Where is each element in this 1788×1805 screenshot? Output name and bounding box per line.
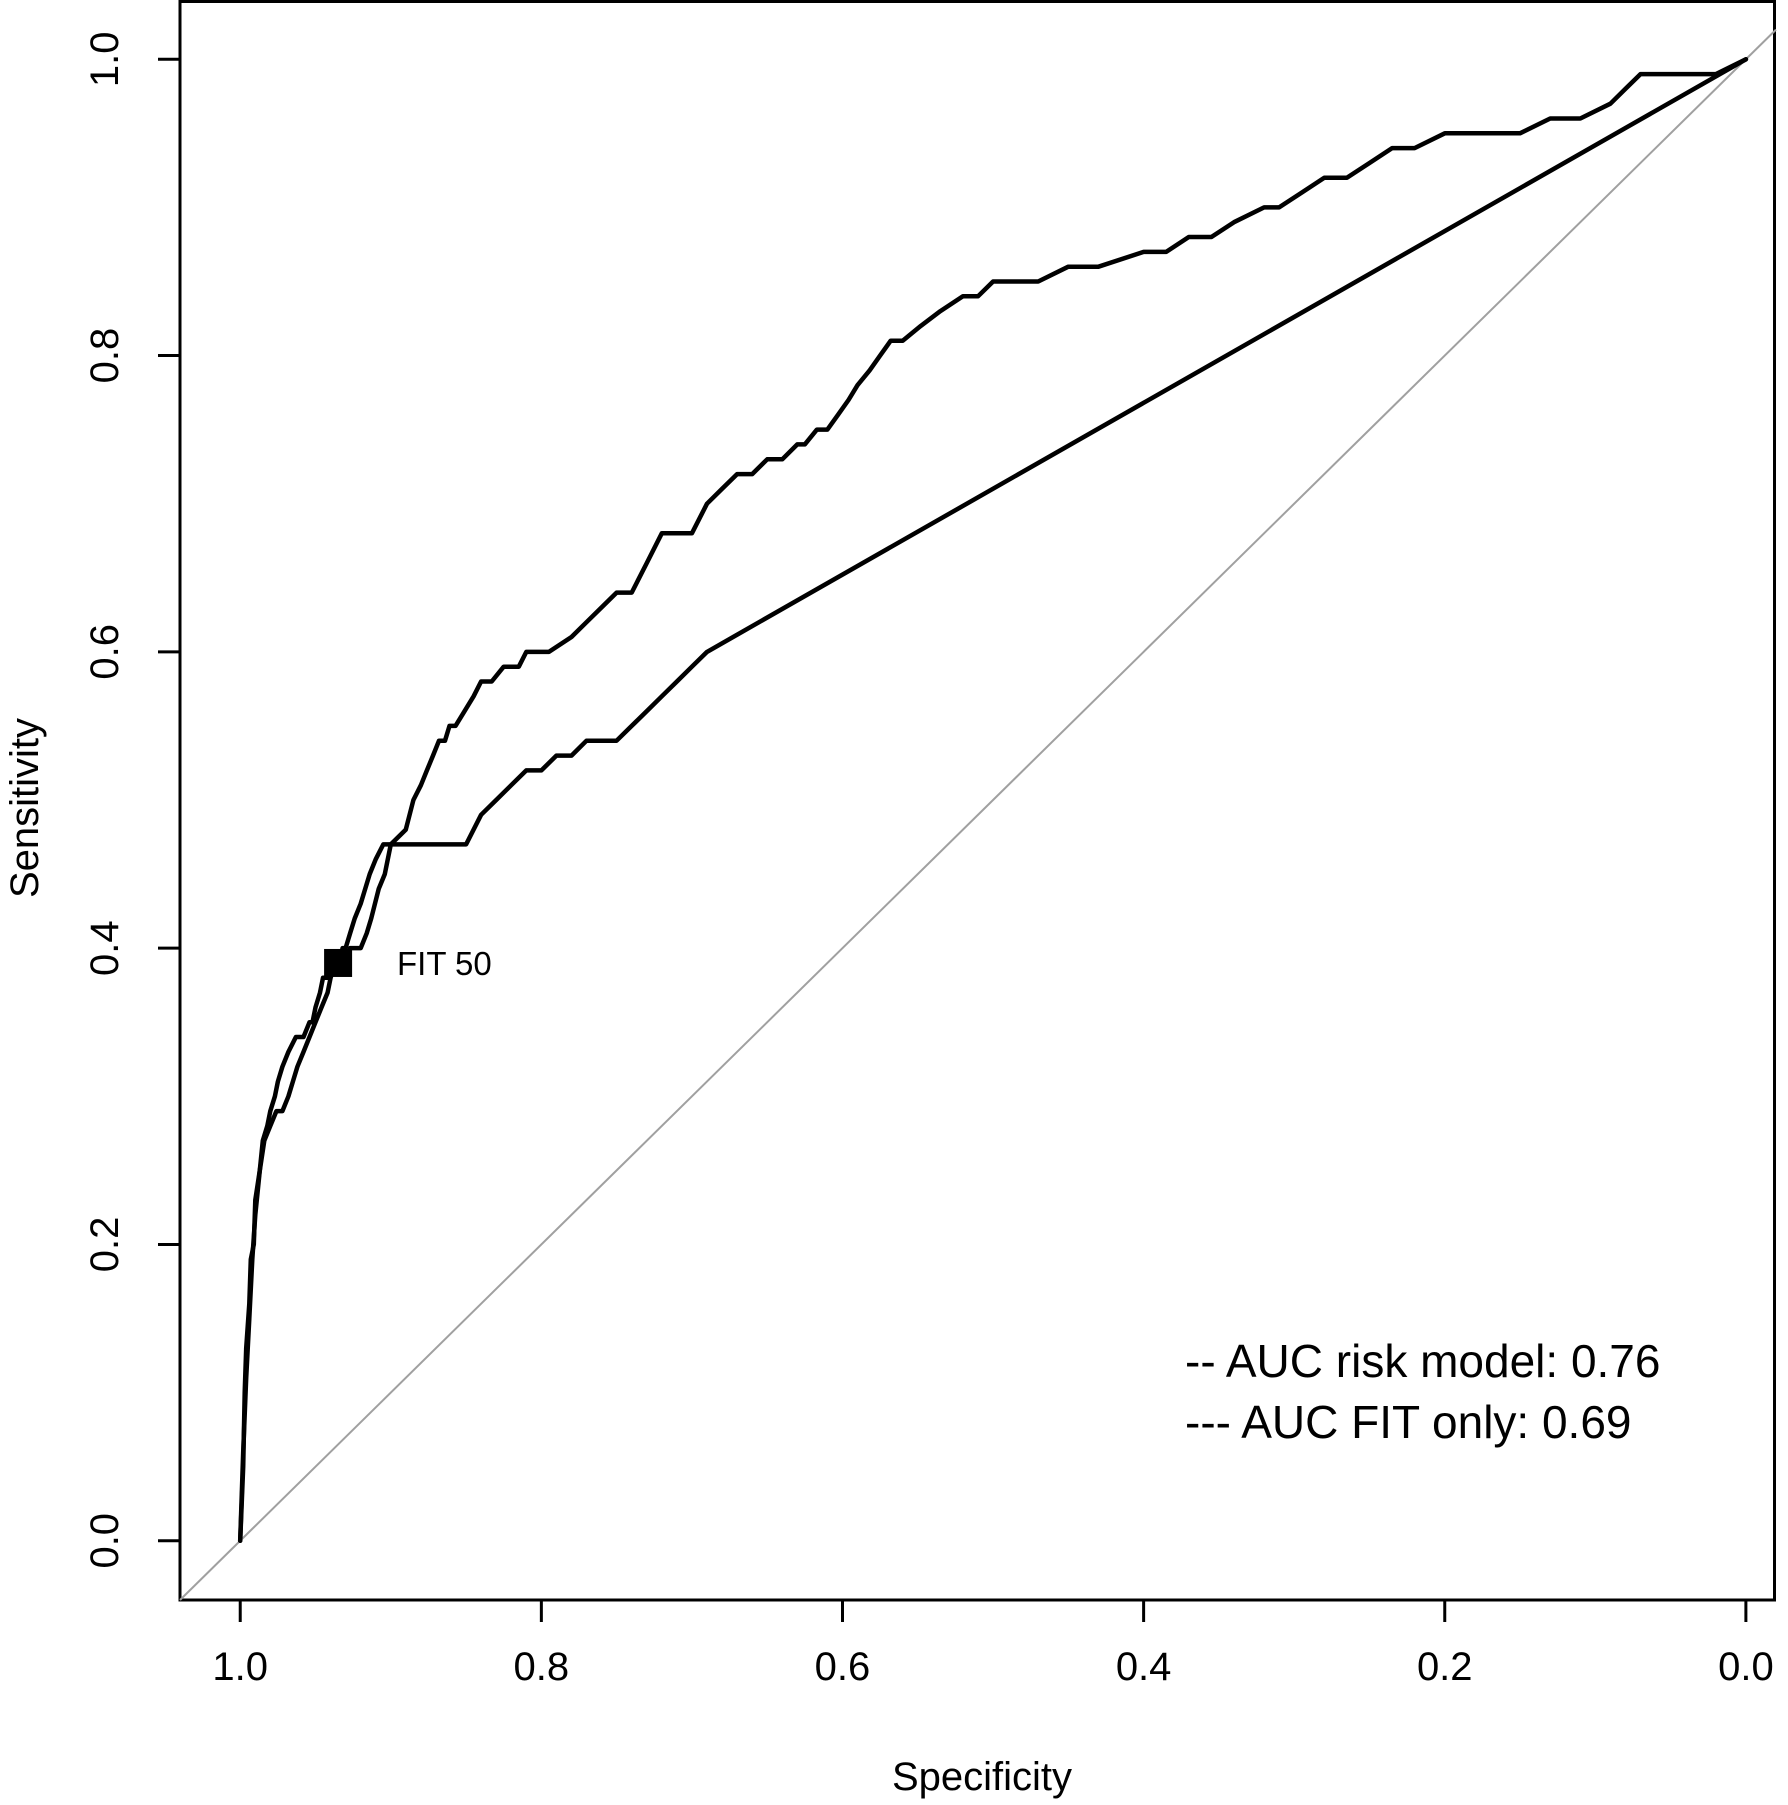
legend-entry-risk-model: -- AUC risk model: 0.76: [1185, 1335, 1660, 1387]
x-tick-label: 1.0: [212, 1645, 268, 1689]
y-axis-title: Sensitivity: [3, 718, 47, 898]
roc-curve-fit-only: [237, 57, 1749, 1543]
y-tick-label: 0.6: [83, 624, 127, 680]
y-tick-label: 0.4: [83, 920, 127, 976]
fit50-marker: [324, 948, 353, 977]
fit50-annotation: FIT 50: [397, 945, 492, 982]
legend-entry-fit-only: --- AUC FIT only: 0.69: [1185, 1396, 1632, 1448]
x-tick-label: 0.8: [514, 1645, 570, 1689]
y-tick-label: 1.0: [83, 31, 127, 87]
x-tick-label: 0.0: [1718, 1645, 1774, 1689]
reference-diagonal-line: [179, 28, 1777, 1601]
x-tick-label: 0.6: [815, 1645, 871, 1689]
x-tick-label: 0.2: [1417, 1645, 1473, 1689]
y-tick-label: 0.2: [83, 1217, 127, 1273]
y-tick-label: 0.8: [83, 328, 127, 384]
x-axis-title: Specificity: [892, 1755, 1072, 1799]
roc-curve-risk-model: [237, 57, 1749, 1543]
x-tick-label: 0.4: [1116, 1645, 1172, 1689]
y-tick-label: 0.0: [83, 1513, 127, 1569]
plot-frame: [178, 0, 1776, 1602]
